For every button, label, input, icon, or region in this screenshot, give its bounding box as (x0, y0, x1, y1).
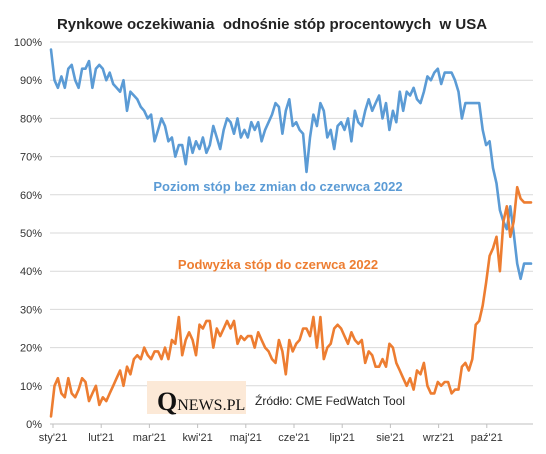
series-line-hike (49, 185, 533, 418)
y-tick-label: 10% (20, 381, 42, 393)
qnews-logo: QNEWS.PL (147, 381, 246, 416)
annotation-rate-hike: Podwyżka stóp do czerwca 2022 (178, 257, 378, 272)
x-tick-label: lip'21 (330, 432, 355, 444)
plot-area (49, 48, 533, 418)
x-axis: sty'21 lut'21 mar'21 kwi'21 maj'21 cze'21 lip'… (39, 424, 503, 444)
y-tick-label: 100% (14, 37, 42, 49)
y-tick-label: 0% (26, 419, 42, 431)
x-tick-label: kwi'21 (182, 432, 212, 444)
annotation-rates-unchanged: Poziom stóp bez zmian do czerwca 2022 (153, 179, 402, 194)
x-tick-label: sty'21 (39, 432, 67, 444)
y-tick-label: 90% (20, 75, 42, 87)
y-tick-label: 50% (20, 228, 42, 240)
x-tick-label: lut'21 (88, 432, 114, 444)
y-axis: 0% 10% 20% 30% 40% 50% 60% 70% 80% 90% 100% (14, 37, 42, 431)
x-tick-label: paź'21 (471, 432, 503, 444)
chart-title: Rynkowe oczekiwania odnośnie stóp procen… (57, 16, 487, 33)
logo-background (147, 381, 246, 414)
x-tick-label: sie'21 (376, 432, 404, 444)
y-tick-label: 70% (20, 152, 42, 164)
y-tick-label: 20% (20, 343, 42, 355)
y-tick-label: 80% (20, 113, 42, 125)
y-tick-label: 60% (20, 190, 42, 202)
y-tick-label: 30% (20, 304, 42, 316)
x-tick-label: mar'21 (133, 432, 166, 444)
x-tick-label: wrz'21 (422, 432, 454, 444)
x-tick-label: cze'21 (278, 432, 309, 444)
x-tick-label: maj'21 (230, 432, 262, 444)
logo-q: QNEWS.PL (157, 387, 245, 416)
y-tick-label: 40% (20, 266, 42, 278)
series-line-unchanged (49, 48, 533, 281)
source-note: Źródło: CME FedWatch Tool (255, 393, 405, 408)
